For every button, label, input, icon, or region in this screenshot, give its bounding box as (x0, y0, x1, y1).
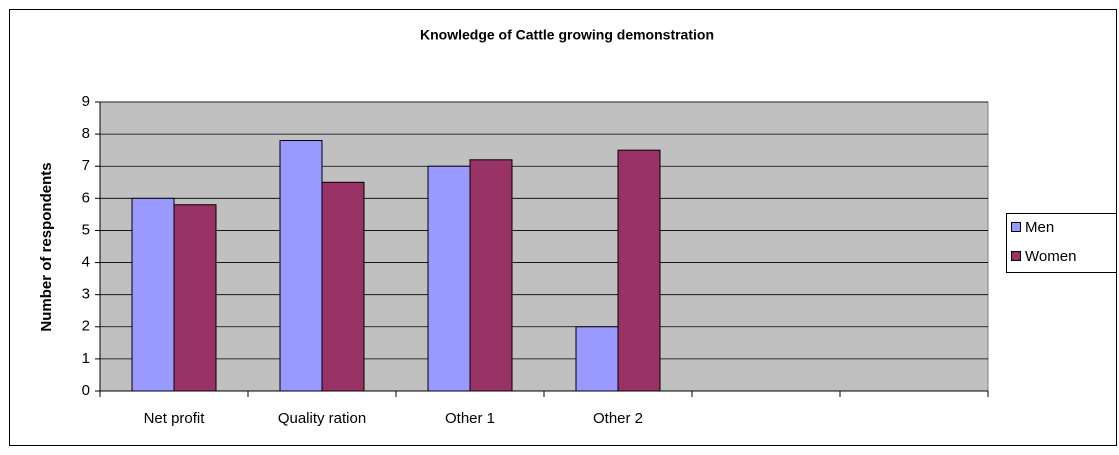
bar (575, 326, 619, 392)
y-axis-label: Number of respondents (38, 162, 55, 331)
legend-swatch (1011, 222, 1021, 232)
legend-label: Men (1025, 219, 1054, 236)
bar (279, 140, 323, 392)
y-tick-label: 4 (82, 254, 90, 271)
legend-label: Women (1025, 248, 1076, 265)
bar (469, 159, 513, 392)
y-tick-label: 2 (82, 318, 90, 335)
x-tick-label: Quality ration (278, 410, 366, 427)
y-tick-label: 3 (82, 286, 90, 303)
y-tick-label: 6 (82, 189, 90, 206)
chart-title: Knowledge of Cattle growing demonstratio… (420, 27, 714, 43)
x-tick-label: Other 1 (445, 410, 495, 427)
bar (617, 149, 661, 392)
y-tick-label: 0 (82, 382, 90, 399)
x-tick-label: Other 2 (593, 410, 643, 427)
bar (321, 181, 365, 392)
y-tick-label: 9 (82, 93, 90, 110)
y-tick-label: 1 (82, 350, 90, 367)
y-tick-label: 7 (82, 157, 90, 174)
bar (427, 165, 471, 392)
y-tick-label: 5 (82, 221, 90, 238)
bar (131, 197, 175, 392)
bar (173, 204, 217, 392)
legend-box (1006, 213, 1117, 273)
plot-area (99, 101, 989, 392)
legend-swatch (1011, 251, 1021, 261)
y-tick-label: 8 (82, 125, 90, 142)
x-tick-label: Net profit (144, 410, 206, 427)
